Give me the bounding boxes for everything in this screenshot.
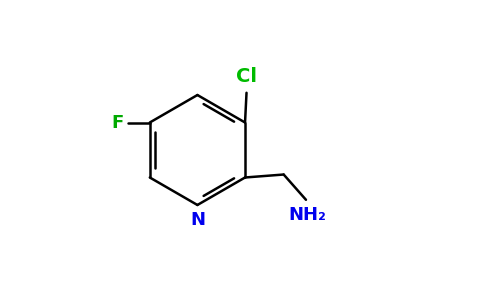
Text: NH₂: NH₂ xyxy=(288,206,326,224)
Text: N: N xyxy=(190,212,205,230)
Text: Cl: Cl xyxy=(236,67,257,86)
Text: F: F xyxy=(112,113,124,131)
